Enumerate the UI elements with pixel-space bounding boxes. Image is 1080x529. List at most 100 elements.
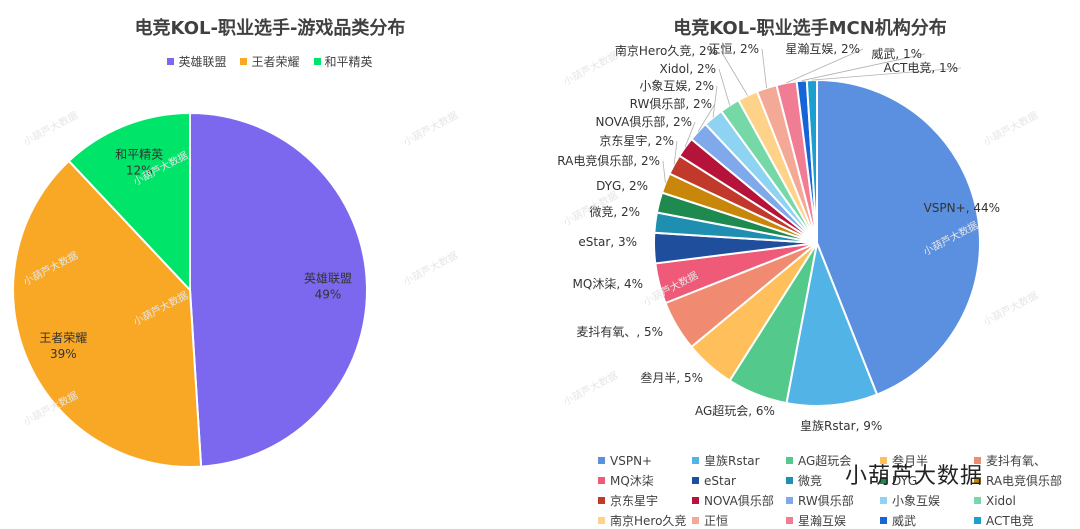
- legend-item: 京东星宇: [598, 492, 692, 509]
- legend-label: 小象互娱: [892, 494, 941, 508]
- leader-line: [761, 48, 767, 89]
- leader-line: [673, 140, 678, 165]
- leader-line: [712, 85, 718, 118]
- legend-item: ACT电竞: [974, 512, 1068, 529]
- legend-swatch: [786, 457, 793, 464]
- brand-watermark: 小葫芦大数据: [845, 464, 984, 489]
- legend-swatch: [974, 457, 981, 464]
- legend-item: 正恒: [692, 512, 786, 529]
- legend-item: VSPN+: [598, 452, 692, 469]
- leader-line: [786, 48, 864, 84]
- pie-chart-left: 英雄联盟 49% 王者荣耀 39% 和平精英 12%: [12, 111, 368, 468]
- slice-data-label: 微竞, 2%: [589, 205, 640, 219]
- legend-item: 英雄联盟: [167, 53, 226, 70]
- slice-data-label: 皇族Rstar, 9%: [800, 419, 882, 433]
- legend-item: 威武: [880, 512, 974, 529]
- slice-data-label: MQ沐柒, 4%: [573, 277, 643, 291]
- legend-swatch: [692, 477, 699, 484]
- legend-label: AG超玩会: [798, 454, 852, 468]
- leader-line: [662, 160, 666, 184]
- legend-label: 南京Hero久竞: [610, 514, 687, 528]
- legend-label: RW俱乐部: [798, 494, 854, 508]
- legend-swatch: [974, 477, 981, 484]
- slice-data-label: NOVA俱乐部, 2%: [595, 114, 692, 129]
- legend-item: 小象互娱: [880, 492, 974, 509]
- legend-swatch: [974, 497, 981, 504]
- legend-swatch: [598, 497, 605, 504]
- slice-data-label: DYG, 2%: [596, 179, 648, 193]
- legend-label: 星瀚互娱: [798, 514, 847, 528]
- chart-legend: 英雄联盟 王者荣耀 和平精英: [0, 53, 540, 70]
- pie-slice-2: [785, 239, 879, 407]
- pie-chart-right: VSPN+, 44% 皇族Rstar, 9% AG超玩会, 6% 叁月半, 5% 麦抖有…: [557, 41, 1000, 433]
- legend-swatch: [786, 497, 793, 504]
- slice-data-label: Xidol, 2%: [659, 62, 716, 76]
- legend-swatch: [598, 517, 605, 524]
- chart-title: 电竞KOL-职业选手-游戏品类分布: [134, 18, 406, 39]
- pie-slice-1: [189, 111, 368, 468]
- legend-label: eStar: [704, 473, 736, 488]
- legend-swatch: [692, 517, 699, 524]
- legend-swatch: [786, 477, 793, 484]
- chart-legend: VSPN+ 皇族Rstar AG超玩会 叁月半 麦抖有氧、 MQ沐柒 eStar 微竞 DYG R…: [598, 452, 1068, 529]
- legend-swatch: [240, 58, 248, 65]
- legend-swatch: [880, 497, 887, 504]
- legend-item: 和平精英: [313, 53, 373, 70]
- legend-item: 星瀚互娱: [786, 512, 880, 529]
- legend-label: NOVA俱乐部: [704, 494, 774, 508]
- legend-item: 南京Hero久竞: [598, 512, 692, 529]
- legend-label: 英雄联盟: [178, 55, 227, 69]
- pie-slice-3: [67, 111, 191, 293]
- slice-value-label: 49%: [315, 288, 342, 302]
- legend-swatch: [167, 58, 175, 65]
- legend-label: Xidol: [986, 493, 1016, 508]
- slice-data-label: VSPN+, 44%: [924, 201, 1000, 215]
- legend-label: VSPN+: [610, 453, 653, 468]
- game-category-chart-panel: 电竞KOL-职业选手-游戏品类分布 英雄联盟 王者荣耀 和平精英 英雄联盟 49% 王者…: [0, 0, 540, 524]
- slice-data-label: 星瀚互娱, 2%: [785, 41, 860, 56]
- legend-item: AG超玩会: [786, 452, 880, 469]
- leader-line: [718, 68, 731, 106]
- legend-swatch: [313, 58, 321, 65]
- leader-line: [811, 67, 962, 81]
- slice-data-label: 南京Hero久竞, 2%: [615, 43, 718, 58]
- slice-name-label: 英雄联盟: [304, 271, 352, 286]
- pie-slice-2: [12, 159, 203, 468]
- legend-label: 微竞: [798, 474, 823, 488]
- legend-item: 微竞: [786, 472, 880, 489]
- legend-swatch: [880, 517, 887, 524]
- slice-name-label: 和平精英: [115, 148, 163, 162]
- legend-swatch: [598, 477, 605, 484]
- legend-label: 麦抖有氧、: [986, 454, 1047, 468]
- legend-label: 正恒: [704, 514, 729, 528]
- legend-item: NOVA俱乐部: [692, 492, 786, 509]
- legend-swatch: [692, 457, 699, 464]
- legend-swatch: [692, 497, 699, 504]
- slice-data-label: eStar, 3%: [578, 235, 637, 249]
- slice-data-label: RA电竞俱乐部, 2%: [557, 153, 660, 168]
- legend-label: 叁月半: [892, 454, 929, 468]
- legend-label: MQ沐柒: [610, 474, 654, 488]
- legend-item: 王者荣耀: [240, 53, 300, 70]
- legend-label: ACT电竞: [986, 514, 1034, 528]
- legend-label: 王者荣耀: [251, 55, 300, 69]
- legend-item: DYG: [880, 472, 974, 489]
- legend-swatch: [974, 517, 981, 524]
- legend-item: 皇族Rstar: [692, 452, 786, 469]
- slice-data-label: ACT电竞, 1%: [884, 61, 958, 75]
- legend-item: eStar: [692, 472, 786, 489]
- legend-label: 和平精英: [324, 55, 373, 69]
- legend-item: 麦抖有氧、: [974, 452, 1068, 469]
- slice-name-label: 王者荣耀: [39, 331, 87, 345]
- legend-swatch: [786, 517, 793, 524]
- mcn-chart-panel: 电竞KOL-职业选手MCN机构分布 VSPN+, 44% 皇族Rstar, 9% A…: [540, 0, 1080, 528]
- leader-line: [720, 50, 748, 96]
- legend-label: RA电竞俱乐部: [986, 474, 1063, 488]
- legend-label: DYG: [892, 473, 918, 488]
- slice-data-label: 正恒, 2%: [708, 42, 759, 56]
- legend-item: 叁月半: [880, 452, 974, 469]
- pie-slice-1: [816, 78, 981, 396]
- leader-line: [801, 53, 926, 82]
- legend-label: 京东星宇: [610, 494, 659, 508]
- slice-data-label: RW俱乐部, 2%: [630, 96, 712, 111]
